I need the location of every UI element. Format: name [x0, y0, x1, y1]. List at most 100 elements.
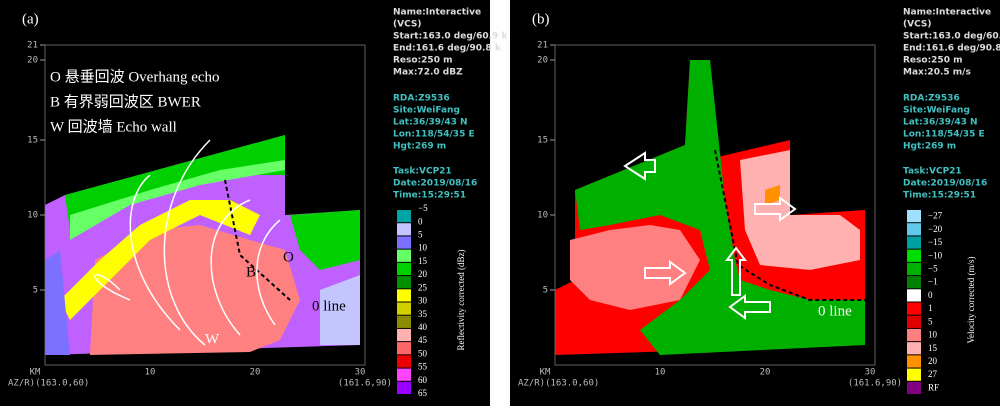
y-tick-label: 20 — [537, 56, 548, 66]
info-text: Site:WeiFang — [393, 106, 460, 116]
info-text: End:161.6 deg/90.8 k — [903, 44, 1000, 54]
colorbar-label: 1 — [928, 303, 933, 313]
colorbar-swatch — [397, 250, 411, 262]
colorbar-swatch — [907, 236, 921, 248]
x-tick-label: 10 — [145, 368, 156, 378]
x-tick-label: KM — [540, 368, 551, 378]
colorbar-label: 45 — [418, 335, 428, 345]
colorbar-label: 0 — [928, 290, 933, 300]
legend-text: B 有界弱回波区 BWER — [50, 93, 201, 110]
x-tick-label: KM — [30, 368, 41, 378]
colorbar-swatch — [397, 289, 411, 301]
info-text: Date:2019/08/16 — [393, 179, 477, 189]
colorbar-swatch — [397, 210, 411, 222]
colorbar-swatch — [907, 382, 921, 394]
annotation: W — [205, 331, 220, 347]
colorbar-label: 20 — [418, 269, 428, 279]
colorbar-title: Velocity corrected (m/s) — [966, 257, 976, 344]
colorbar-swatch — [397, 382, 411, 394]
x-tick-label: 30 — [865, 368, 876, 378]
start-label: AZ/R)(163.0,60) — [8, 379, 89, 389]
panel-label: (a) — [22, 11, 39, 27]
colorbar-swatch — [397, 263, 411, 275]
x-tick-label: 20 — [250, 368, 261, 378]
info-text: Time:15:29:51 — [393, 191, 466, 201]
colorbar-label: −5 — [928, 264, 938, 274]
colorbar-label: RF — [928, 382, 939, 392]
colorbar-swatch — [907, 210, 921, 222]
info-text: Start:163.0 deg/60.9 — [903, 32, 1000, 42]
y-tick-label: 10 — [537, 211, 548, 221]
y-tick-label: 10 — [27, 211, 38, 221]
annotation: B — [246, 264, 256, 280]
colorbar-swatch — [397, 369, 411, 381]
colorbar-label: −1 — [928, 277, 938, 287]
info-text: End:161.6 deg/90.8 k — [393, 44, 502, 54]
y-tick-label: 15 — [27, 136, 38, 146]
annotation: 0 line — [312, 298, 346, 314]
info-text: RDA:Z9536 — [903, 94, 960, 104]
colorbar-label: −15 — [928, 237, 943, 247]
colorbar-label: 20 — [928, 356, 938, 366]
info-text: RDA:Z9536 — [393, 94, 450, 104]
info-text: Reso:250 m — [903, 56, 962, 66]
colorbar-swatch — [397, 223, 411, 235]
colorbar-swatch — [397, 236, 411, 248]
annotation: 0 line — [818, 303, 852, 319]
colorbar-swatch — [397, 276, 411, 288]
colorbar-label: 10 — [418, 243, 428, 253]
info-text: Task:VCP21 — [903, 167, 962, 177]
colorbar-label: 40 — [418, 322, 428, 332]
colorbar-swatch — [397, 329, 411, 341]
info-text: Task:VCP21 — [393, 167, 452, 177]
colorbar-label: −5 — [418, 203, 428, 213]
y-tick-label: 5 — [543, 286, 548, 296]
colorbar-label: 10 — [928, 330, 938, 340]
colorbar-swatch — [907, 355, 921, 367]
y-tick-label: 5 — [33, 286, 38, 296]
x-tick-label: 10 — [655, 368, 666, 378]
info-text: Lat:36/39/43 N — [393, 118, 468, 128]
colorbar-title: Reflectivity corrected (dBz) — [456, 250, 466, 351]
panel: (b)212015105KM102030AZ/R)(163.0,60)(161.… — [510, 0, 1000, 406]
info-text: Hgt:269 m — [903, 142, 956, 152]
colorbar-label: 60 — [418, 375, 428, 385]
info-text: (VCS) — [903, 20, 931, 30]
colorbar-swatch — [397, 355, 411, 367]
colorbar-label: 15 — [418, 256, 428, 266]
info-text: Max:72.0 dBZ — [393, 68, 463, 78]
colorbar-swatch — [907, 276, 921, 288]
colorbar-label: 27 — [928, 369, 938, 379]
start-label: AZ/R)(163.0,60) — [518, 379, 599, 389]
colorbar-label: −20 — [928, 224, 943, 234]
info-text: Name:Interactive — [903, 8, 991, 18]
y-tick-label: 20 — [27, 56, 38, 66]
colorbar-label: −27 — [928, 211, 943, 221]
colorbar-swatch — [907, 342, 921, 354]
colorbar-label: 30 — [418, 296, 428, 306]
colorbar-swatch — [907, 316, 921, 328]
info-text: Reso:250 m — [393, 56, 452, 66]
colorbar-swatch — [907, 223, 921, 235]
colorbar-swatch — [397, 303, 411, 315]
figure: (a)212015105KM102030AZ/R)(163.0,60)(161.… — [0, 0, 1000, 406]
info-text: Lat:36/39/43 N — [903, 118, 978, 128]
colorbar-label: 55 — [418, 362, 428, 372]
colorbar-swatch — [907, 303, 921, 315]
y-tick-label: 21 — [537, 41, 548, 51]
colorbar-label: 65 — [418, 388, 428, 398]
colorbar-label: 5 — [928, 316, 933, 326]
end-label: (161.6,90) — [848, 379, 902, 389]
info-text: Date:2019/08/16 — [903, 179, 987, 189]
x-tick-label: 20 — [760, 368, 771, 378]
info-text: Name:Interactive — [393, 8, 481, 18]
colorbar-swatch — [397, 316, 411, 328]
legend-text: O 悬垂回波 Overhang echo — [50, 68, 220, 85]
info-text: Start:163.0 deg/60.9 k — [393, 32, 508, 42]
colorbar-label: −10 — [928, 250, 943, 260]
info-text: Hgt:269 m — [393, 142, 446, 152]
colorbar-label: 0 — [418, 216, 423, 226]
colorbar-label: 25 — [418, 282, 428, 292]
info-text: Site:WeiFang — [903, 106, 970, 116]
colorbar-swatch — [907, 263, 921, 275]
